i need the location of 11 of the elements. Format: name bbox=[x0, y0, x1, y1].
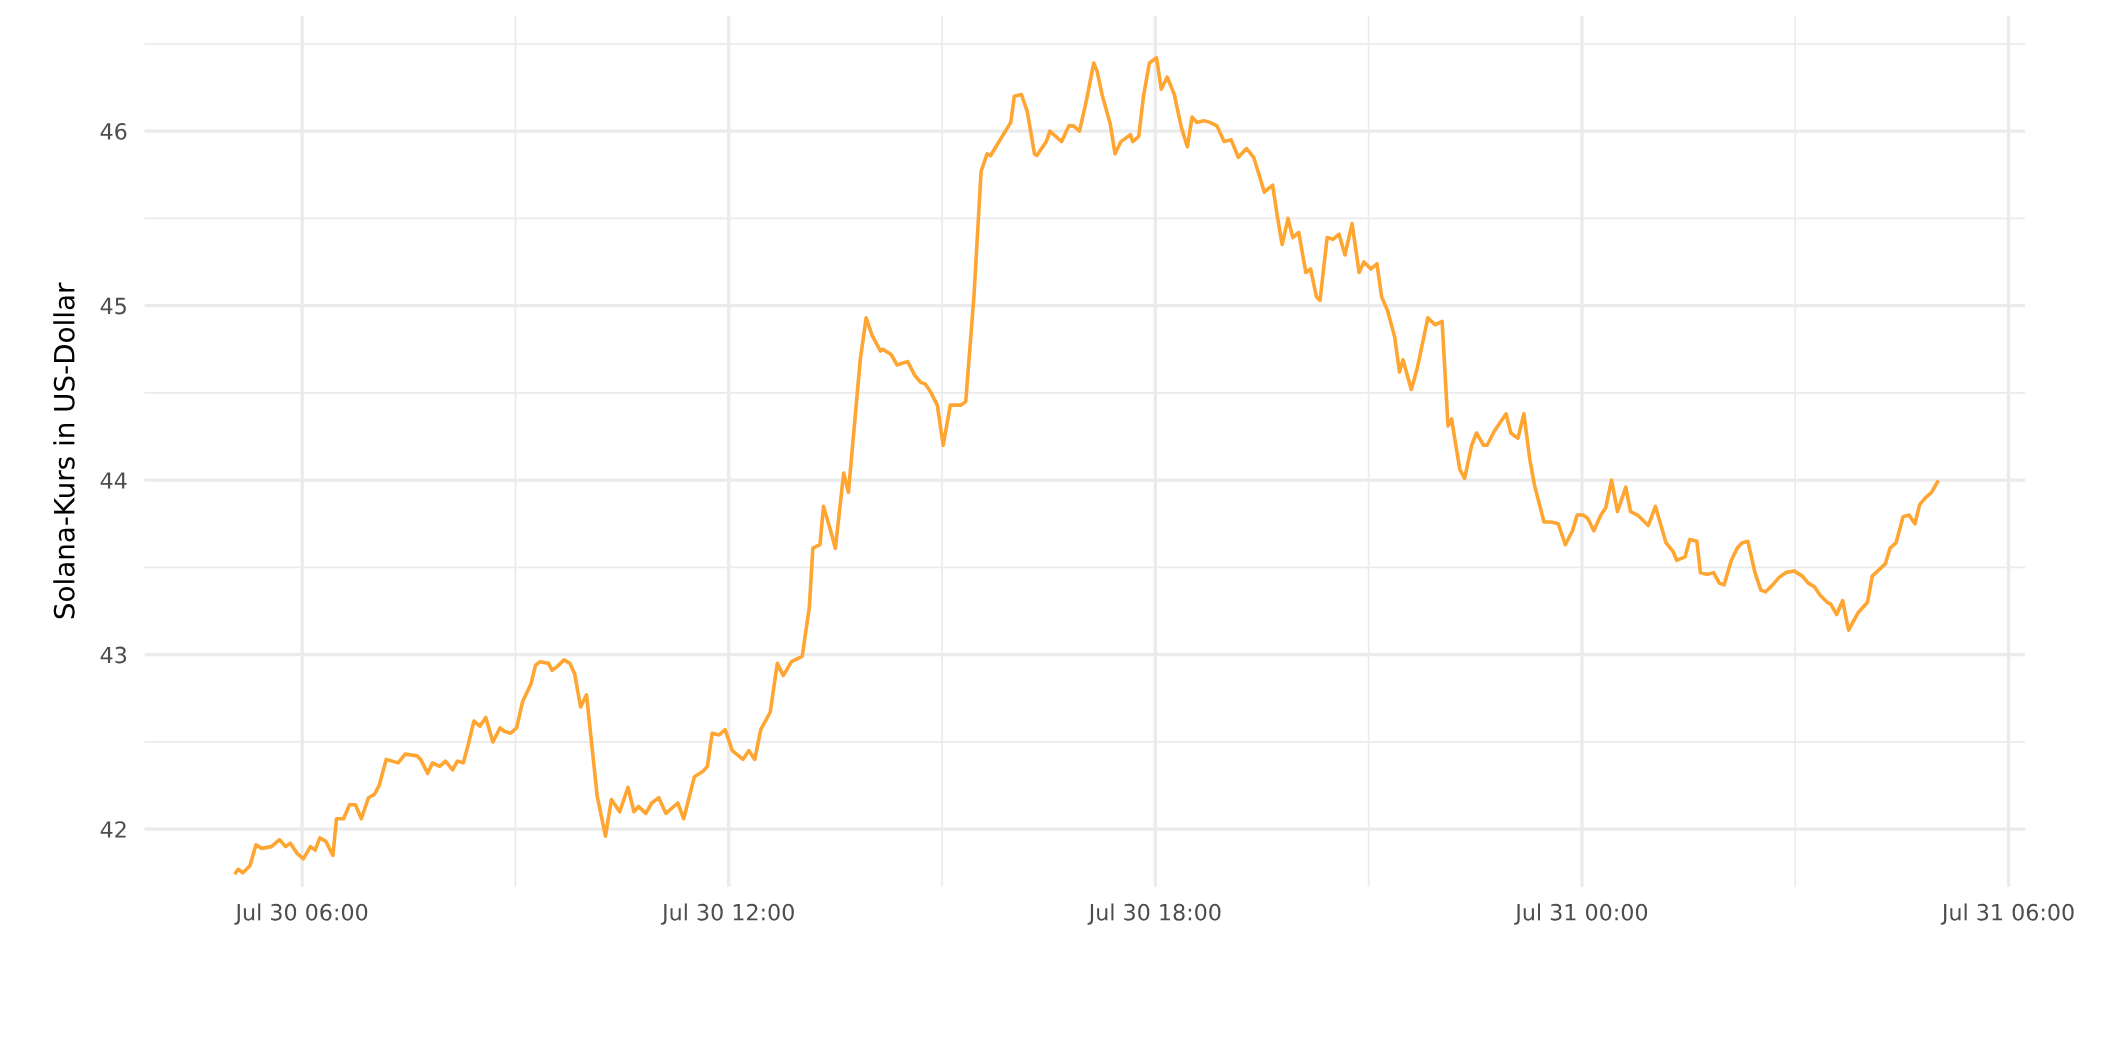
x-tick-label: Jul 30 18:00 bbox=[1087, 903, 1221, 925]
x-tick-label: Jul 31 00:00 bbox=[1514, 903, 1648, 925]
x-tick-label: Jul 30 06:00 bbox=[234, 903, 368, 925]
x-tick-label: Jul 31 06:00 bbox=[1940, 903, 2074, 925]
y-tick-label: 42 bbox=[100, 821, 126, 838]
y-tick-label: 44 bbox=[100, 472, 127, 489]
y-tick-label: 45 bbox=[100, 297, 126, 315]
x-tick-label: Jul 30 12:00 bbox=[660, 903, 794, 925]
y-tick-label: 46 bbox=[100, 123, 127, 140]
y-axis-title: Solana-Kurs in US-Dollar bbox=[53, 282, 75, 619]
y-tick-label: 43 bbox=[100, 646, 127, 664]
